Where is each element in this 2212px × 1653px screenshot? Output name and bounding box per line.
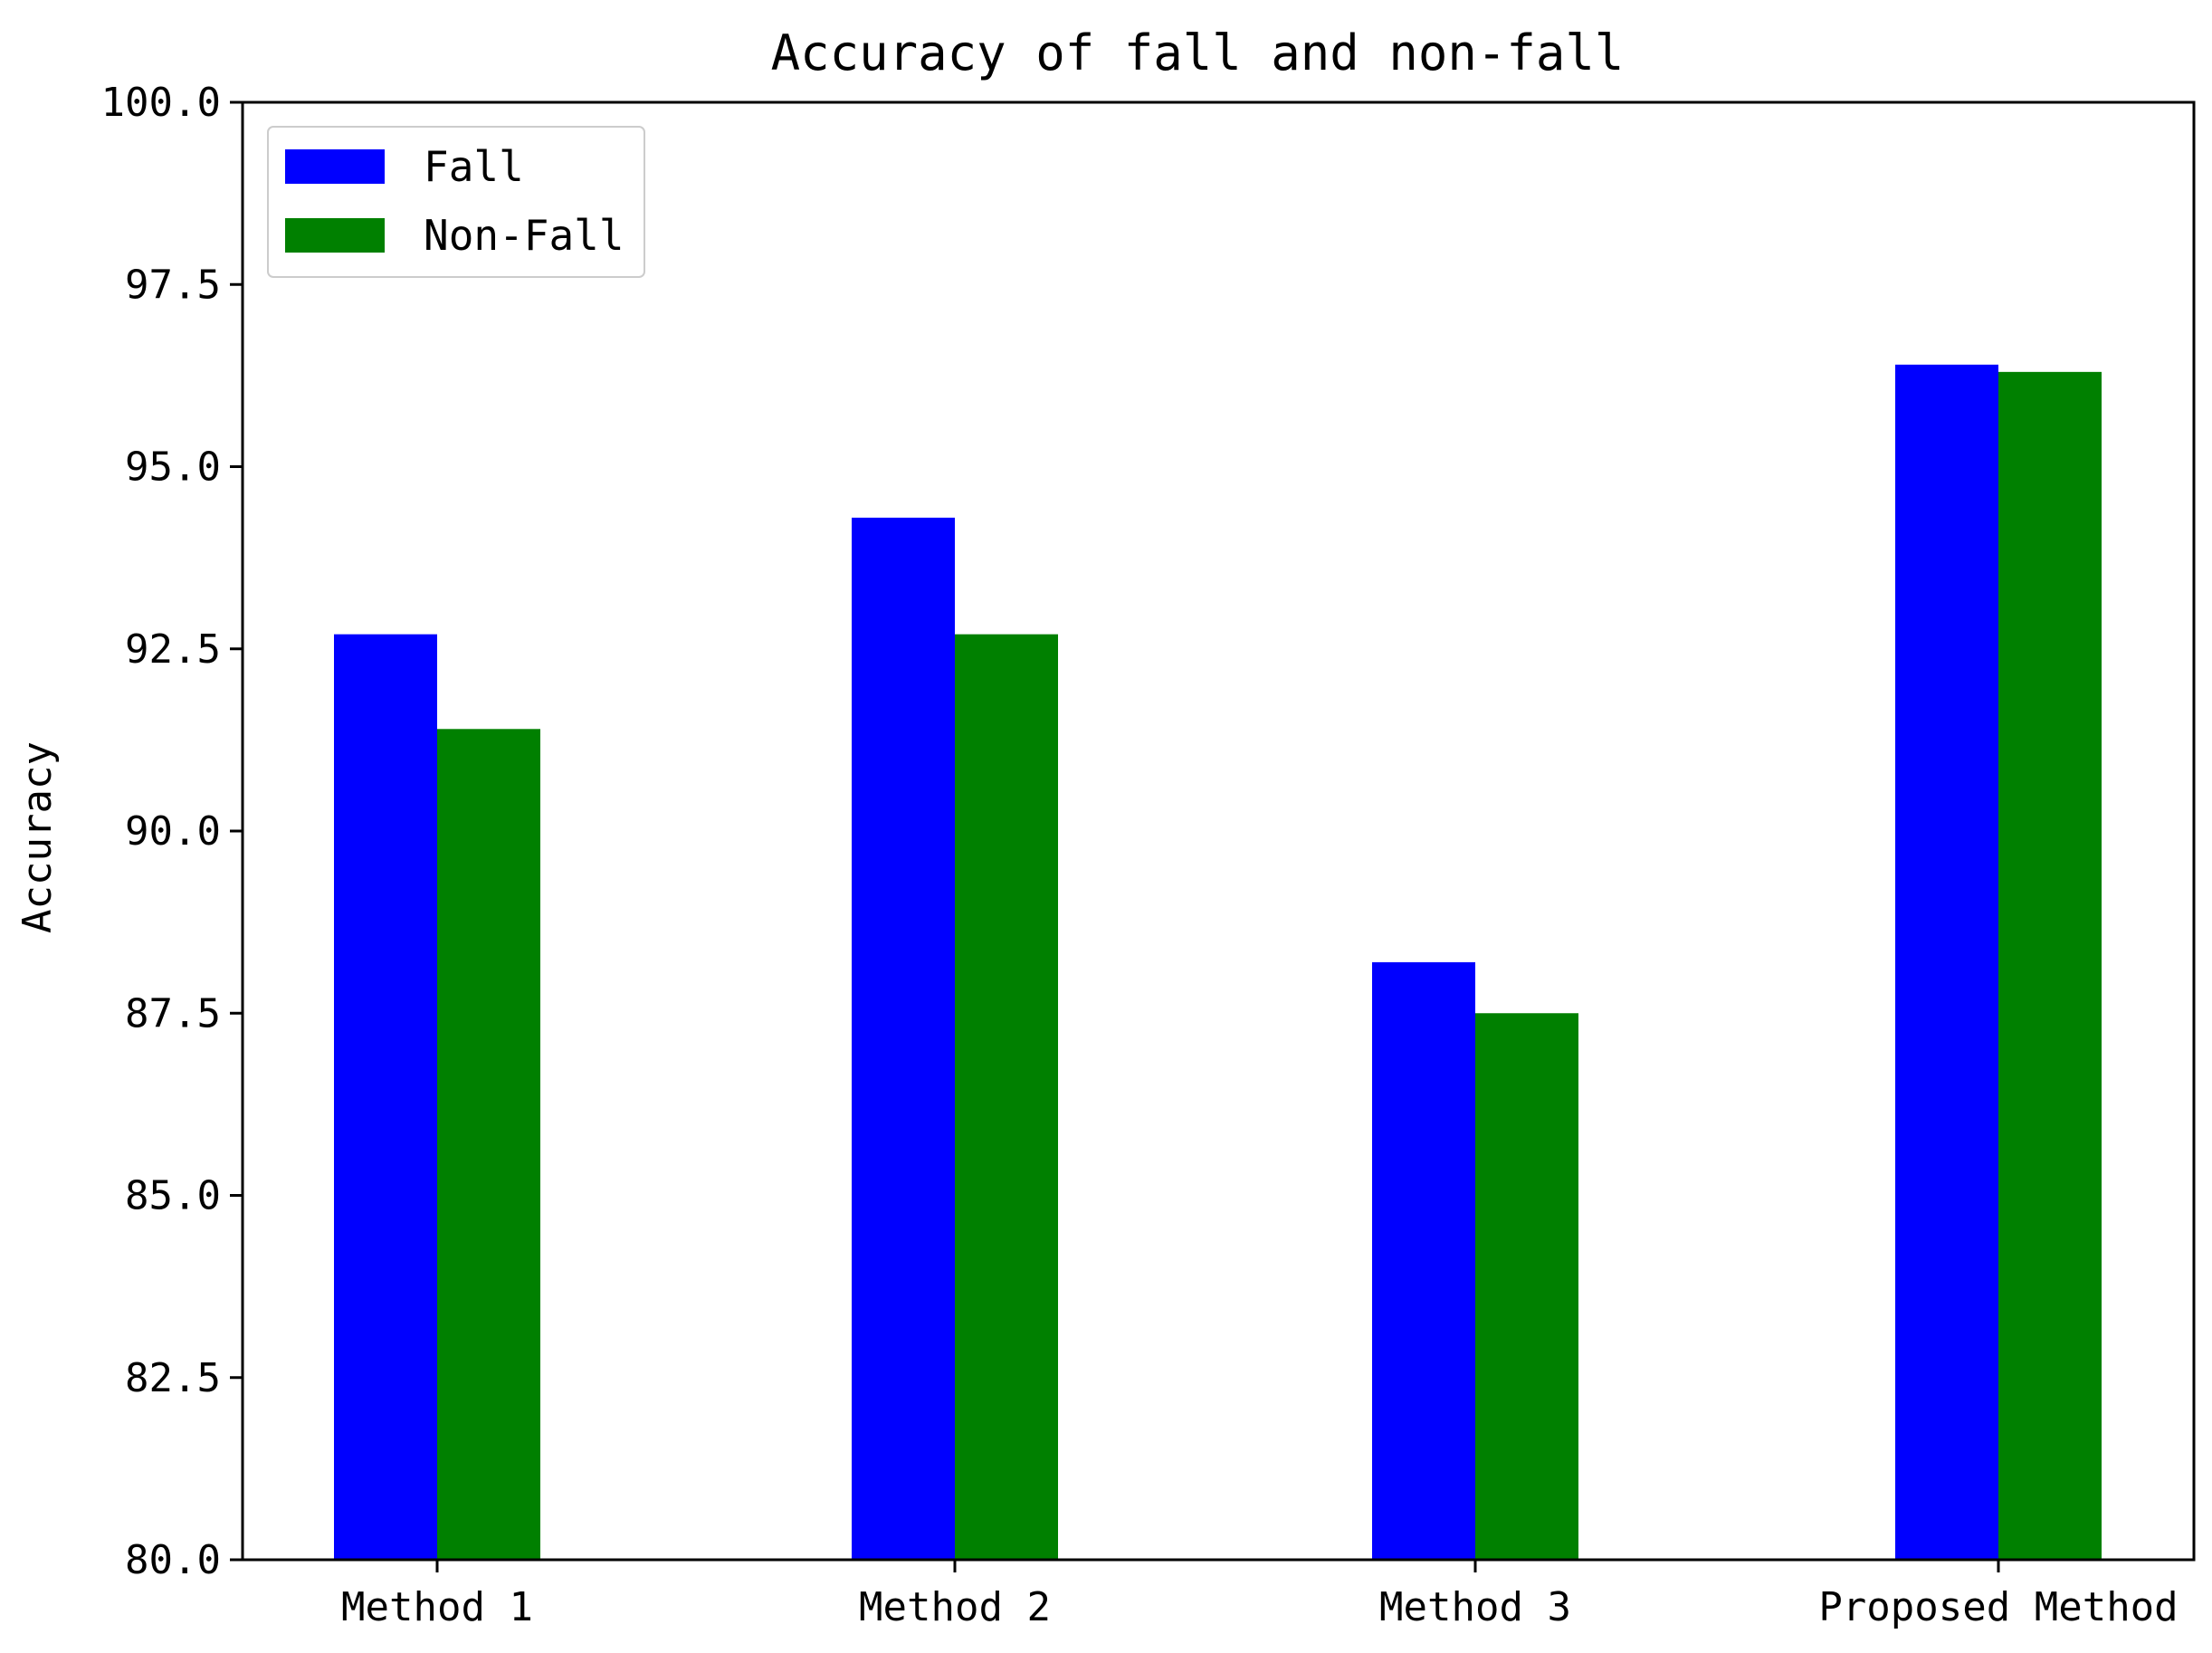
- bar-fall-4: [1895, 364, 1998, 1560]
- bar-fall-2: [852, 517, 955, 1560]
- bar-non-fall-3: [1475, 1013, 1578, 1560]
- y-tick-label: 82.5: [125, 1355, 221, 1401]
- x-tick-label: Method 2: [859, 1584, 1051, 1630]
- axes-layer: 80.0 82.5 85.0 87.5 90.0 92.5 95.0 97.5 100.0 Met…: [101, 80, 2179, 1630]
- legend-swatch-fall: [285, 149, 385, 184]
- y-tick-label: 95.0: [125, 444, 221, 491]
- x-tick-label: Method 1: [341, 1584, 533, 1630]
- bars-layer: [334, 364, 2102, 1561]
- y-tick-label: 87.5: [125, 990, 221, 1037]
- x-tick-label: Method 3: [1379, 1584, 1571, 1630]
- y-tick-label: 92.5: [125, 626, 221, 673]
- legend-label-non-fall: Non-Fall: [424, 211, 625, 260]
- plot-area-frame: [241, 100, 2196, 1562]
- x-tick-label: Proposed Method: [1818, 1584, 2178, 1630]
- legend: Fall Non-Fall: [267, 126, 645, 278]
- y-tick-label: 100.0: [101, 80, 221, 126]
- y-tick-label: 80.0: [125, 1537, 221, 1583]
- bar-non-fall-2: [955, 634, 1058, 1560]
- y-tick-label: 85.0: [125, 1173, 221, 1219]
- bar-non-fall-4: [1998, 371, 2102, 1561]
- y-tick-label: 90.0: [125, 808, 221, 855]
- legend-label-fall: Fall: [424, 142, 524, 191]
- bar-fall-3: [1372, 961, 1475, 1560]
- chart-title: Accuracy of fall and non-fall: [771, 24, 1625, 81]
- y-axis-label: Accuracy: [14, 741, 61, 933]
- y-tick-label: 97.5: [125, 262, 221, 308]
- bar-non-fall-1: [437, 729, 540, 1560]
- legend-swatch-non-fall: [285, 218, 385, 253]
- bar-fall-1: [334, 634, 437, 1560]
